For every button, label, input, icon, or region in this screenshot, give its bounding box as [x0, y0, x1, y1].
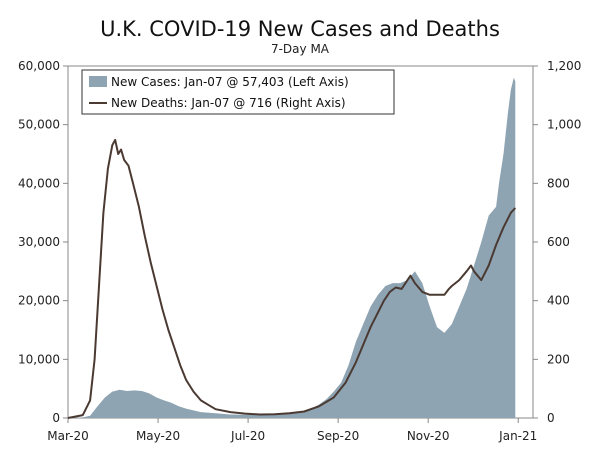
- right-tick-label: 400: [547, 294, 570, 308]
- left-axis: 0 10,000 20,000 30,000 40,000 50,000 60,000: [18, 59, 68, 425]
- legend-box: [81, 69, 395, 115]
- left-tick-label: 60,000: [18, 59, 60, 73]
- right-tick-label: 1,000: [547, 118, 581, 132]
- legend: New Cases: Jan-07 @ 57,403 (Left Axis) N…: [81, 69, 395, 115]
- left-tick-label: 30,000: [18, 235, 60, 249]
- x-tick-label: Mar-20: [47, 429, 88, 443]
- cases-area: [68, 77, 516, 418]
- left-tick-label: 10,000: [18, 352, 60, 366]
- left-tick-label: 20,000: [18, 294, 60, 308]
- right-tick-label: 0: [547, 411, 555, 425]
- left-tick-label: 0: [52, 411, 60, 425]
- x-axis: Mar-20 May-20 Jul-20 Sep-20 Nov-20 Jan-21: [47, 418, 537, 443]
- x-tick-label: May-20: [136, 429, 180, 443]
- x-tick-label: Jan-21: [498, 429, 537, 443]
- chart-subtitle: 7-Day MA: [271, 42, 330, 56]
- legend-swatch-cases: [89, 76, 107, 87]
- legend-label-deaths: New Deaths: Jan-07 @ 716 (Right Axis): [111, 96, 346, 110]
- x-tick-label: Jul-20: [230, 429, 265, 443]
- legend-label-cases: New Cases: Jan-07 @ 57,403 (Left Axis): [111, 75, 349, 89]
- left-tick-label: 40,000: [18, 176, 60, 190]
- x-tick-label: Sep-20: [317, 429, 359, 443]
- chart-title: U.K. COVID-19 New Cases and Deaths: [100, 17, 500, 41]
- right-tick-label: 800: [547, 176, 570, 190]
- deaths-line: [67, 138, 517, 419]
- right-axis: 0 200 400 600 800 1,000 1,200: [533, 59, 581, 425]
- right-tick-label: 1,200: [547, 59, 581, 73]
- x-tick-label: Nov-20: [407, 429, 450, 443]
- left-tick-label: 50,000: [18, 118, 60, 132]
- right-tick-label: 200: [547, 352, 570, 366]
- right-tick-label: 600: [547, 235, 570, 249]
